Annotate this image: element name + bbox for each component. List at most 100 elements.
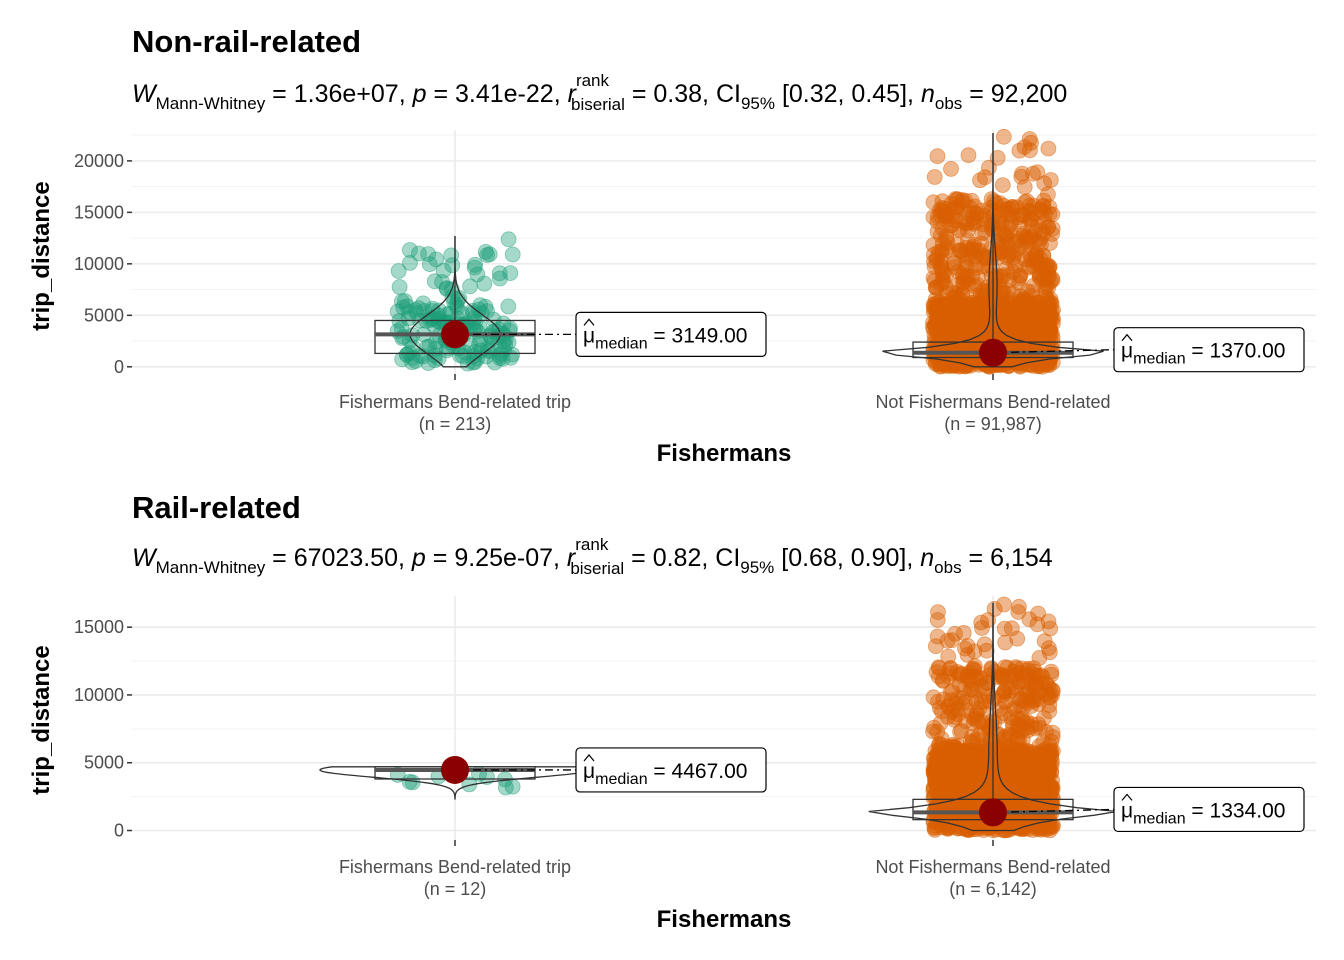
data-point [390,263,407,279]
data-point [1021,611,1038,628]
data-point [932,257,949,274]
data-point [421,256,438,273]
data-point [448,296,465,313]
data-point [996,705,1013,722]
data-point [925,723,941,740]
data-point [497,779,514,796]
y-tick-label: 0 [114,821,124,841]
data-point [1025,660,1042,676]
y-tick-label: 0 [114,357,124,377]
panel-title: Non-rail-related [132,24,361,59]
y-axis-ticks: 0 5000 10000 15000 [74,617,132,841]
data-point [962,681,979,698]
data-point [932,329,949,346]
data-point [435,262,452,279]
data-point [983,191,1000,208]
data-point [983,660,1000,677]
data-point [1040,613,1057,630]
data-point [969,731,986,748]
data-point [1016,207,1032,224]
data-point [1012,238,1029,255]
x-axis-title: Fishermans [657,906,792,933]
data-point [1021,743,1038,760]
data-point [997,634,1014,651]
y-tick-label: 10000 [74,685,124,705]
data-point [491,270,508,287]
data-point [1005,718,1021,735]
data-point [1011,142,1028,159]
median-point [979,798,1007,827]
x-axis-title: Fishermans [657,440,792,467]
data-point [945,756,962,773]
data-point [394,351,411,368]
data-point [966,662,982,679]
data-point [964,241,981,258]
data-point [1007,257,1024,274]
data-point [939,234,956,251]
median-label: μmedian = 3149.00 [583,324,747,352]
data-point [930,604,946,620]
data-point [466,259,483,276]
data-point [389,303,406,320]
x-tick-n-label: (n = 213) [419,414,492,434]
data-point [995,128,1012,145]
x-tick-label: Fishermans Bend-related trip [339,392,571,412]
data-point [954,774,971,790]
data-point [1012,318,1029,335]
data-point [1019,695,1036,711]
data-point [1044,220,1061,237]
data-point [1042,273,1059,290]
data-point [1006,302,1022,319]
data-point [1041,703,1058,720]
panel-subtitle: WMann-Whitney = 1.36e+07, p = 3.41e-22, … [132,71,1067,114]
data-point [1002,754,1018,770]
data-point [504,246,521,263]
data-point [954,325,971,341]
y-tick-label: 20000 [74,151,124,171]
data-point [415,295,432,312]
median-point [979,338,1007,367]
data-point [504,346,521,363]
data-point [968,706,985,723]
data-point [500,334,517,351]
data-point [956,270,973,287]
data-point [466,310,483,327]
data-point [485,311,502,328]
median-label-box [575,311,767,357]
data-point [1011,778,1028,795]
data-point [444,257,461,274]
data-point [950,221,967,238]
data-point [1024,716,1040,733]
data-point [994,177,1011,194]
data-point [927,761,943,778]
group-not-fishermans-bend: μmedian = 1370.00 [882,128,1305,375]
x-tick-n-label: (n = 91,987) [944,414,1042,434]
x-axis: Fishermans Bend-related trip (n = 213) N… [339,374,1111,467]
data-point [401,242,418,258]
x-tick-n-label: (n = 12) [424,879,487,899]
data-point [1040,186,1056,203]
x-tick-label: Not Fishermans Bend-related [875,857,1110,877]
data-point [494,350,511,367]
group-not-fishermans-bend: μmedian = 1334.00 [868,596,1305,839]
data-point [391,279,408,295]
data-point [1033,675,1050,691]
data-point [947,625,963,642]
x-tick-n-label: (n = 6,142) [949,879,1037,899]
data-point [960,147,977,164]
panel-non-rail: Non-rail-related WMann-Whitney = 1.36e+0… [28,24,1316,467]
data-point [1038,295,1054,312]
panel-title: Rail-related [132,490,301,525]
panel-subtitle: WMann-Whitney = 67023.50, p = 9.25e-07, … [132,535,1053,578]
median-point [441,755,469,784]
data-point [977,169,993,186]
x-tick-label: Fishermans Bend-related trip [339,857,571,877]
data-point [500,298,517,315]
y-tick-label: 5000 [84,753,124,773]
data-point [1038,723,1054,740]
y-axis-title: trip_distance [28,645,55,794]
data-point [950,701,966,717]
data-point [932,298,949,315]
data-point [410,300,427,317]
median-point [441,320,469,349]
